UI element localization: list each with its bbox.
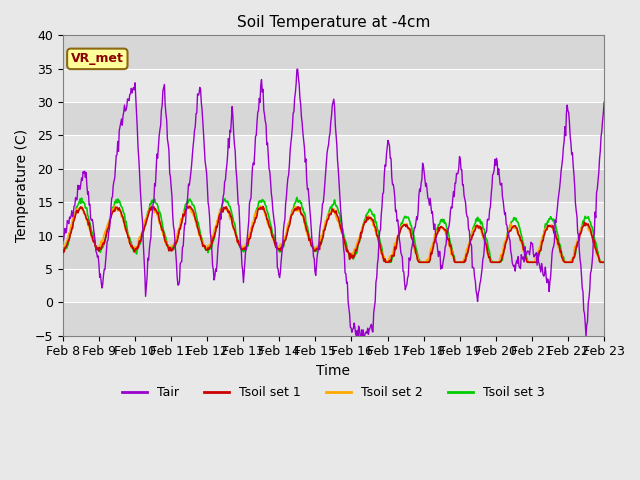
Bar: [63, 169, 604, 202]
X-axis label: Time: Time: [316, 364, 351, 378]
Legend: Tair, Tsoil set 1, Tsoil set 2, Tsoil set 3: Tair, Tsoil set 1, Tsoil set 2, Tsoil se…: [117, 382, 550, 405]
Bar: [63, 36, 604, 69]
Title: Soil Temperature at -4cm: Soil Temperature at -4cm: [237, 15, 430, 30]
Text: VR_met: VR_met: [71, 52, 124, 65]
Y-axis label: Temperature (C): Temperature (C): [15, 129, 29, 242]
Bar: [63, 135, 604, 169]
Bar: [63, 69, 604, 102]
Bar: [63, 236, 604, 269]
Bar: [63, 102, 604, 135]
Bar: [63, 202, 604, 236]
Bar: [63, 302, 604, 336]
Bar: [63, 269, 604, 302]
